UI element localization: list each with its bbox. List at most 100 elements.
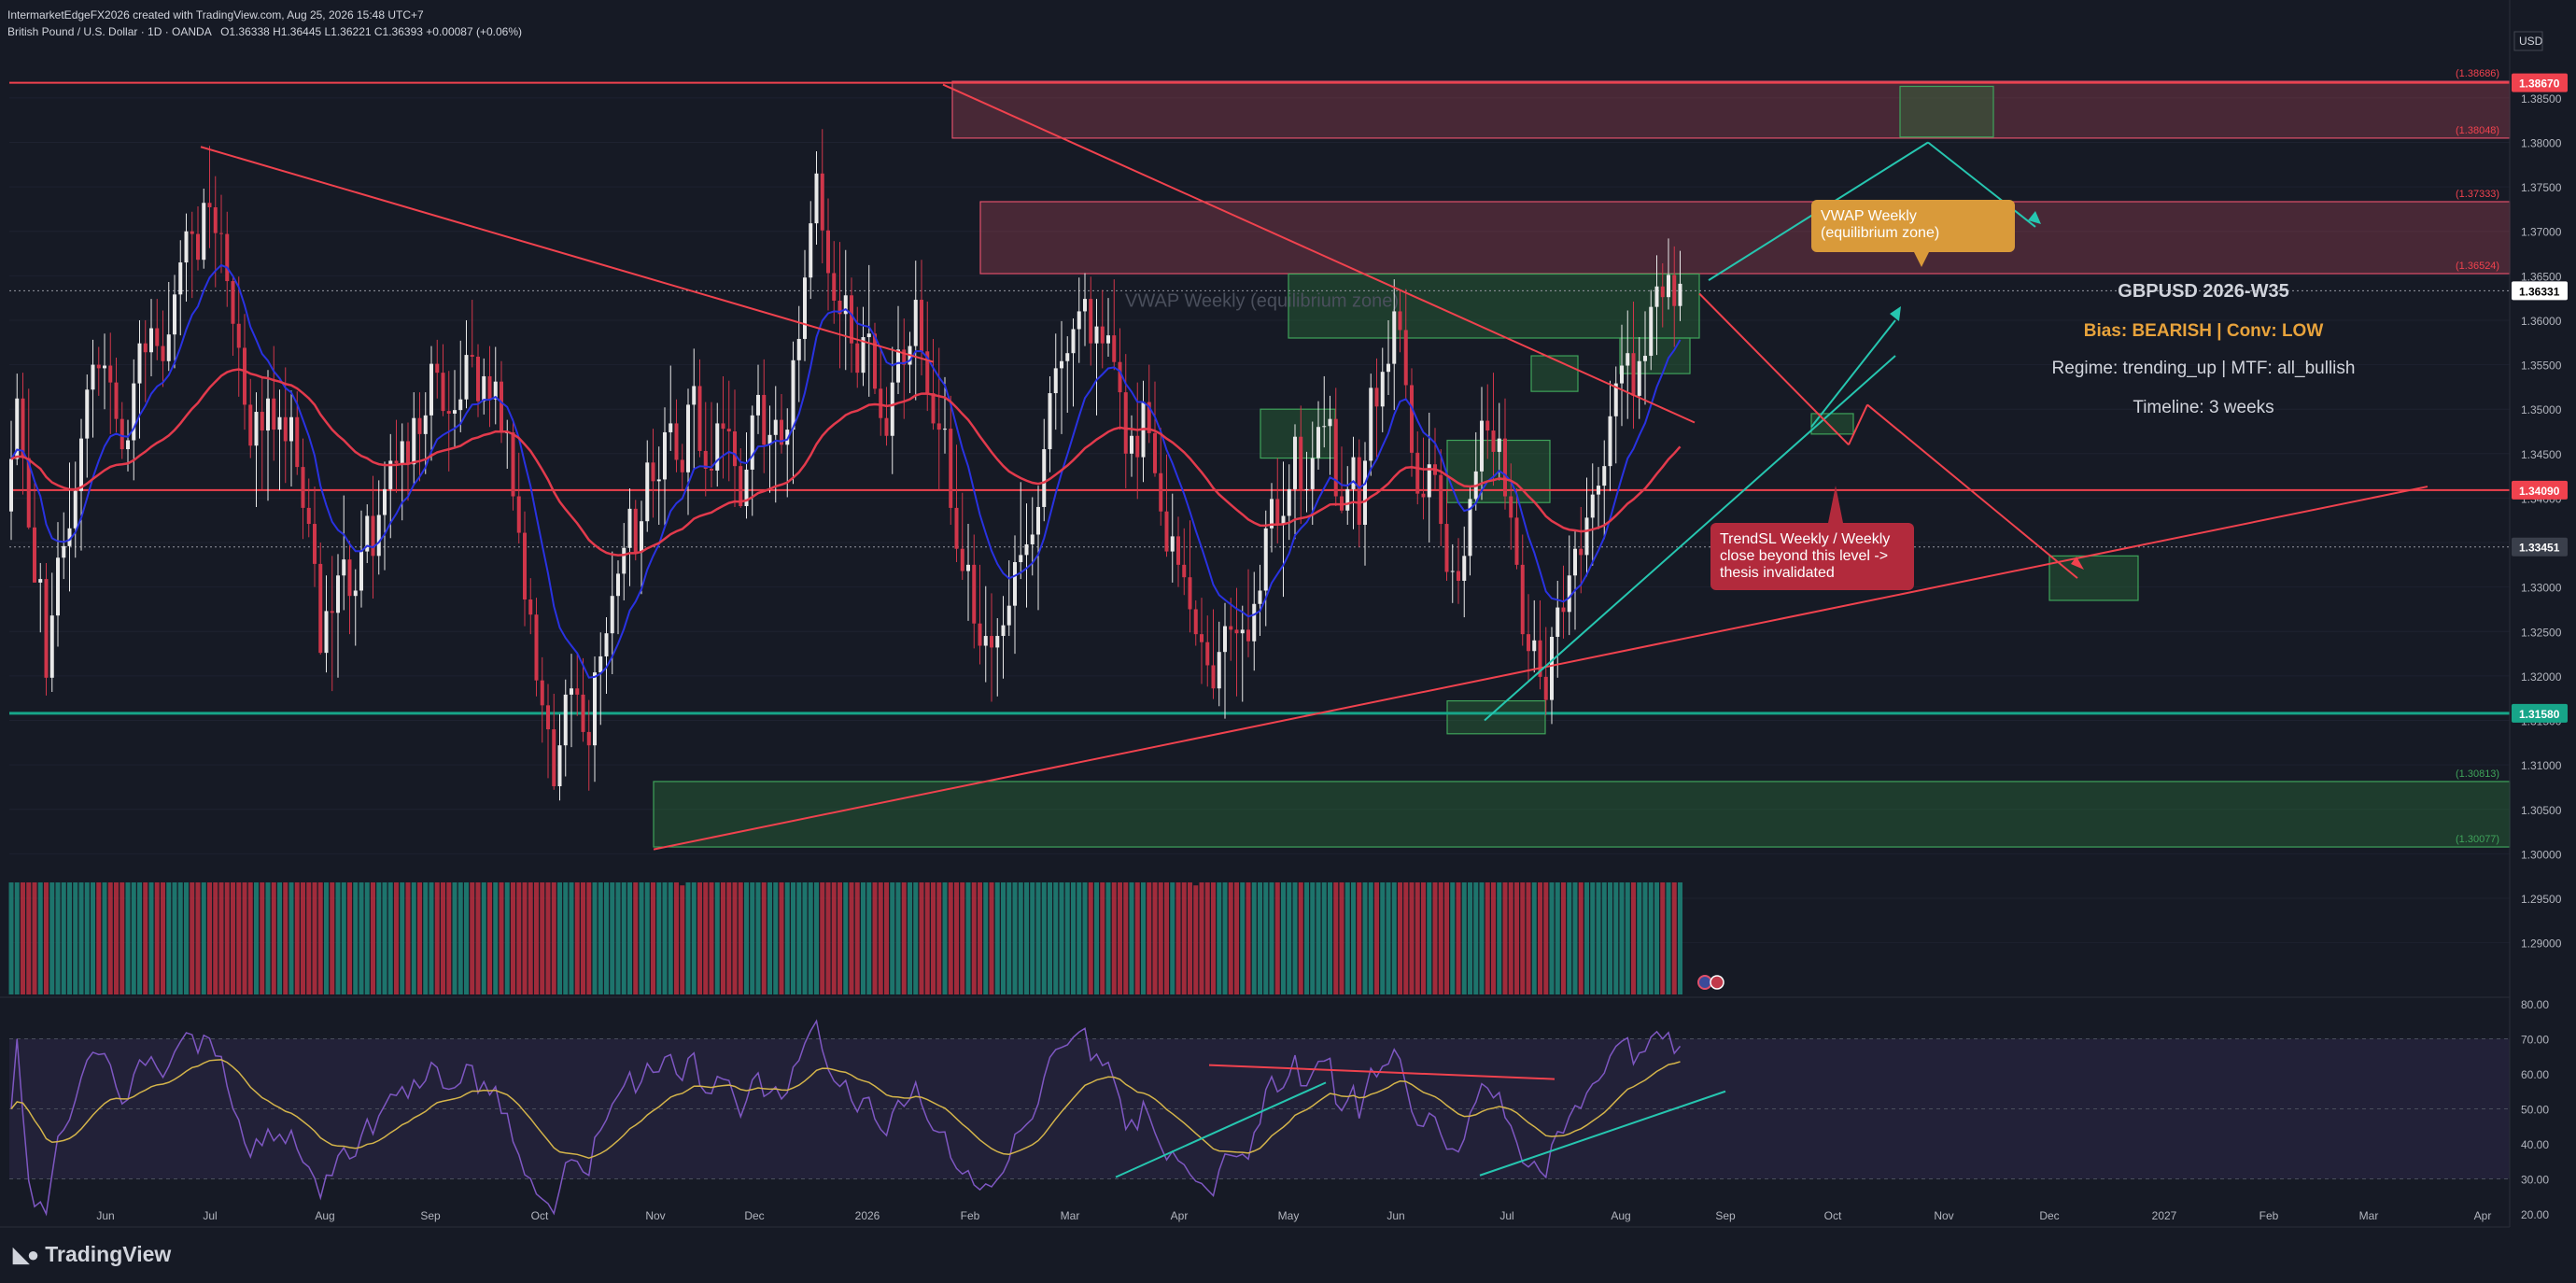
volume-bar	[1118, 882, 1122, 994]
candle-body	[756, 394, 760, 416]
candle-body	[902, 349, 907, 365]
candle-body	[1631, 353, 1636, 396]
candle-body	[1229, 626, 1233, 630]
volume-bar	[1479, 882, 1485, 994]
candle-body	[1071, 329, 1076, 354]
candle-body	[1590, 494, 1595, 518]
candle-body	[669, 423, 673, 432]
candle-body	[861, 337, 866, 374]
candle-body	[1065, 353, 1070, 361]
candle-body	[936, 423, 941, 430]
candle-body	[236, 323, 241, 348]
candle-body	[1159, 472, 1163, 512]
x-tick-label: Aug	[315, 1209, 334, 1222]
candle-body	[879, 388, 883, 418]
candle-body	[103, 365, 106, 369]
volume-bar	[330, 882, 335, 994]
volume-bar	[1572, 882, 1578, 994]
candle-body	[301, 467, 305, 508]
candle-body	[1672, 275, 1677, 306]
info-bias: Bias: BEARISH | Conv: LOW	[2084, 321, 2324, 341]
candle-body	[49, 615, 54, 678]
candle-body	[540, 680, 544, 706]
volume-bar	[1001, 882, 1006, 994]
y-tick-label: 1.30500	[2521, 804, 2562, 817]
volume-bar	[1444, 882, 1449, 994]
volume-bar	[1601, 882, 1607, 994]
volume-bar	[172, 882, 177, 994]
volume-bar	[1012, 882, 1018, 994]
projection-red	[1698, 292, 1850, 445]
candle-body	[1415, 452, 1420, 494]
vwap-callout: VWAP Weekly(equilibrium zone)	[1811, 200, 2015, 267]
volume-bar	[610, 882, 615, 994]
volume-bar	[190, 882, 195, 994]
candle-body	[1188, 577, 1192, 610]
candle-body	[943, 429, 947, 430]
volume-bar	[1386, 882, 1391, 994]
volume-bar	[994, 882, 1000, 994]
volume-bar	[1403, 882, 1409, 994]
volume-bar	[1281, 882, 1286, 994]
volume-bar	[989, 882, 994, 994]
candle-body	[884, 417, 889, 436]
candle-body	[1036, 506, 1040, 535]
volume-bar	[738, 882, 743, 994]
volume-bar	[1100, 882, 1105, 994]
flag-us-icon	[1697, 975, 1712, 990]
price-tag-bg	[2512, 480, 2568, 500]
volume-bar	[586, 882, 592, 994]
candle-body	[1287, 488, 1291, 516]
volume-bar	[405, 882, 411, 994]
volume-bar	[224, 882, 230, 994]
volume-bar	[347, 882, 352, 994]
candle-body	[464, 355, 469, 400]
info-timeline: Timeline: 3 weeks	[2133, 398, 2273, 417]
candle-body	[313, 524, 317, 564]
candle-body	[913, 300, 918, 346]
candle-body	[254, 412, 259, 446]
candle-body	[231, 281, 235, 324]
volume-bar	[96, 882, 102, 994]
volume-bar	[1053, 882, 1059, 994]
volume-bar	[942, 882, 948, 994]
volume-bar	[504, 882, 510, 994]
candle-body	[843, 295, 848, 315]
volume-bar	[1123, 882, 1129, 994]
volume-bar	[854, 882, 860, 994]
volume-bar	[1240, 882, 1246, 994]
candle-body	[1024, 543, 1029, 556]
volume-bar	[78, 882, 84, 994]
trendsl-callout-tail	[1828, 486, 1843, 523]
tradingview-logo[interactable]: ◣● TradingView	[13, 1242, 171, 1267]
candle-body	[546, 705, 550, 730]
candle-body	[1660, 286, 1665, 298]
candle-body	[803, 277, 807, 339]
volume-bar	[1514, 882, 1519, 994]
candle-body	[570, 688, 573, 695]
volume-bar	[1333, 882, 1339, 994]
volume-bar	[726, 882, 732, 994]
candle-body	[1106, 335, 1110, 344]
volume-bar	[838, 882, 842, 994]
volume-bar	[784, 882, 790, 994]
volume-bar	[598, 882, 603, 994]
candle-body	[295, 416, 300, 468]
rsi-divergence-red	[1208, 1064, 1555, 1080]
candle-body	[1620, 365, 1624, 384]
candle-body	[9, 458, 13, 512]
volume-bar	[1608, 882, 1612, 994]
volume-bar	[721, 882, 725, 994]
candle-body	[780, 419, 783, 445]
symbol-name[interactable]: British Pound / U.S. Dollar · 1D · OANDA	[7, 25, 212, 38]
candle-body	[1527, 634, 1530, 652]
volume-bar	[1362, 882, 1368, 994]
volume-bar	[312, 882, 317, 994]
volume-bar	[1654, 882, 1659, 994]
candle-body	[832, 273, 837, 301]
volume-bar	[1415, 882, 1420, 994]
volume-bar	[1006, 882, 1012, 994]
candle-body	[283, 416, 288, 442]
ema-fast-line	[10, 263, 1682, 679]
